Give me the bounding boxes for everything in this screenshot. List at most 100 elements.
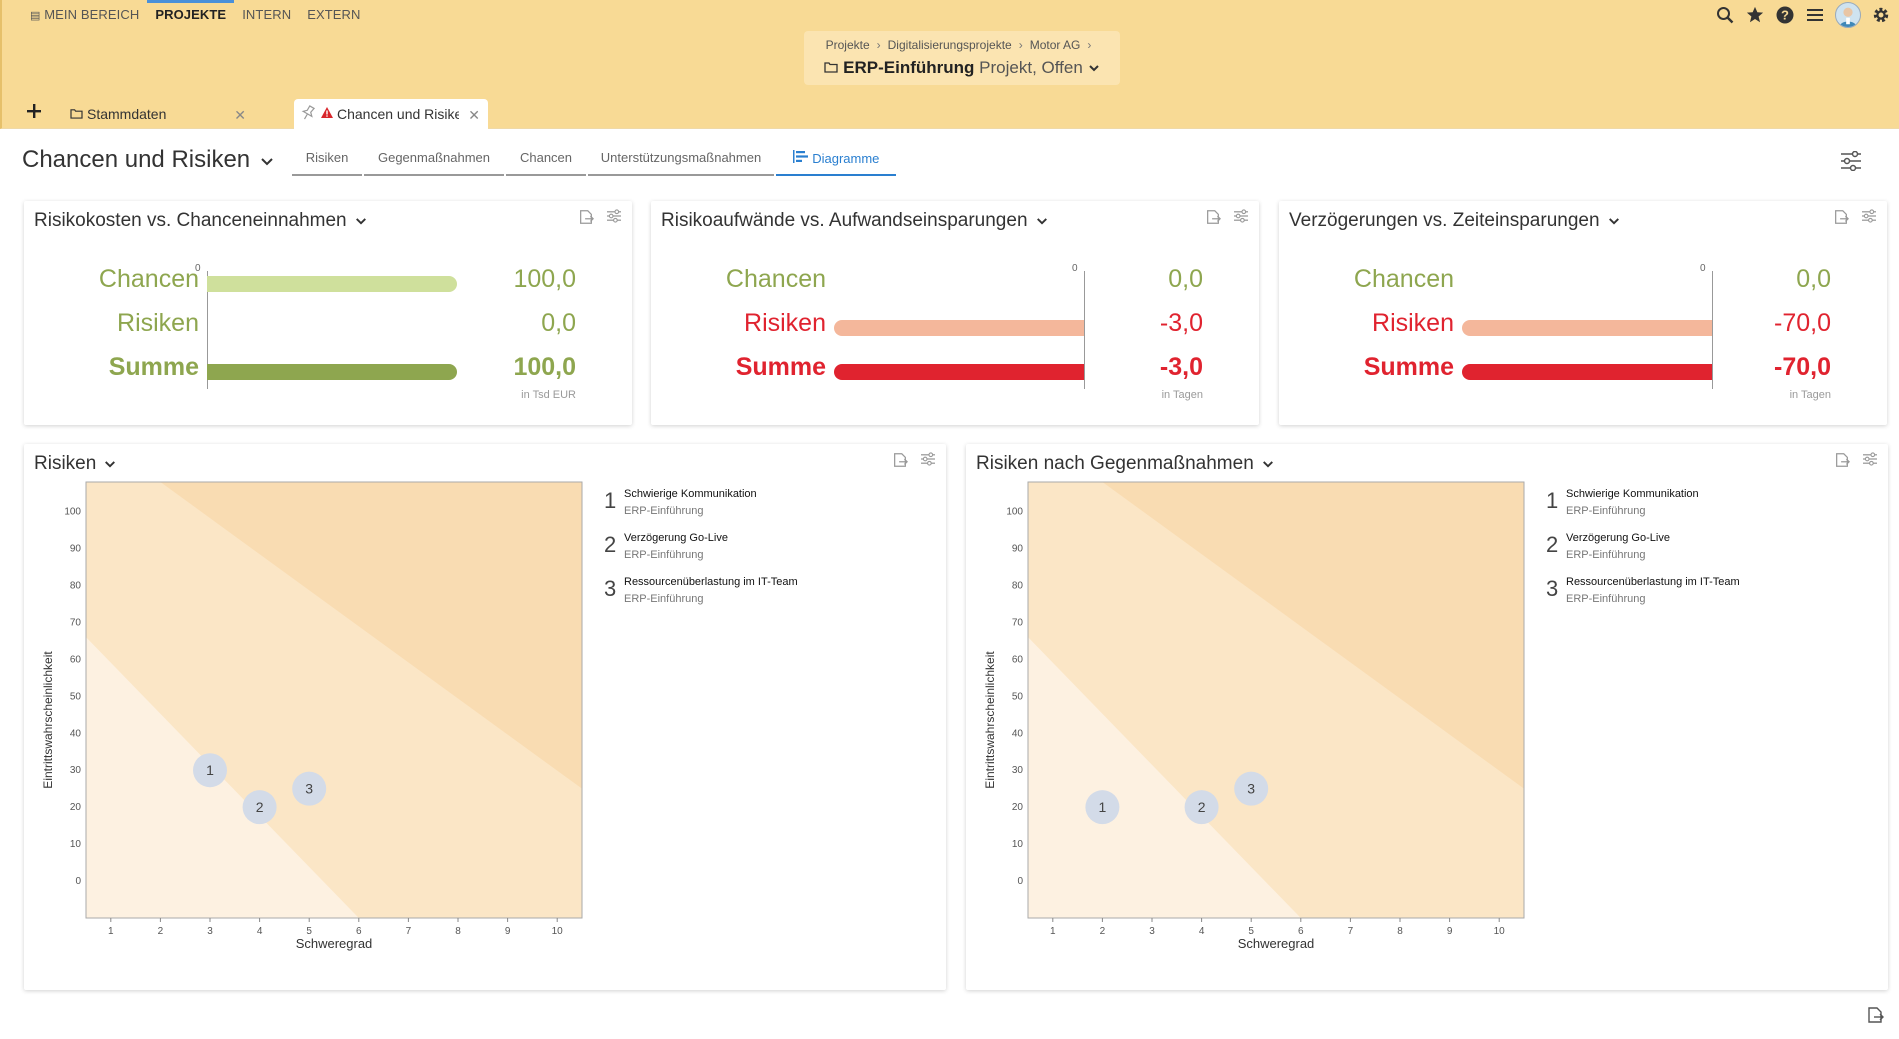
row-label: Risiken [744,309,826,337]
y-axis-label: Eintrittswahrscheinlichkeit [41,651,55,789]
risk-bubble-label: 1 [1099,799,1107,815]
menu-icon[interactable] [1805,5,1825,25]
close-icon[interactable]: ✕ [234,107,246,123]
y-tick-label: 40 [70,728,82,739]
value-bar [1462,364,1712,380]
card-title[interactable]: Risikokosten vs. Chanceneinnahmen [34,210,367,232]
nav-projekte[interactable]: PROJEKTE [147,0,235,28]
breadcrumb-item[interactable]: Projekte [825,38,870,52]
svg-text:?: ? [1781,8,1789,23]
chevron-down-icon [1608,210,1620,232]
y-tick-label: 60 [70,654,82,665]
plot-frame [85,481,583,919]
y-tick-label: 0 [75,876,81,887]
export-icon[interactable] [578,209,594,230]
subtab-chancen[interactable]: Chancen [506,150,586,176]
x-tick-label: 6 [356,926,362,937]
chevron-down-icon [1036,210,1048,232]
x-tick-label: 3 [1149,926,1155,937]
search-icon[interactable] [1715,5,1735,25]
x-tick-label: 10 [552,926,564,937]
gear-icon[interactable] [1871,5,1891,25]
subtab-diagramme[interactable]: Diagramme [776,150,896,176]
card-title[interactable]: Risiken nach Gegenmaßnahmen [976,453,1274,475]
top-bar: ▤ MEIN BEREICH PROJEKTE INTERN EXTERN ? … [0,0,1899,95]
filter-settings-icon[interactable] [1840,150,1862,176]
y-tick-label: 90 [70,544,82,555]
breadcrumb-separator: › [876,38,881,52]
risk-bubble-label: 1 [206,762,214,778]
settings-icon[interactable] [1233,209,1249,230]
legend-item[interactable]: 2 Verzögerung Go-Live ERP-Einführung [604,532,924,572]
star-icon[interactable] [1745,5,1765,25]
legend-number: 3 [1546,576,1559,601]
breadcrumb-item[interactable]: Digitalisierungsprojekte [887,38,1012,52]
legend-title: Schwierige Kommunikation [624,488,757,500]
legend-item[interactable]: 3 Ressourcenüberlastung im IT-Team ERP-Ein… [1546,576,1866,616]
settings-icon[interactable] [1861,209,1877,230]
row-label: Chancen [1353,265,1454,293]
card-title-text: Risikokosten vs. Chanceneinnahmen [34,210,347,231]
breadcrumb-item[interactable]: Motor AG [1029,38,1081,52]
export-icon[interactable] [1834,452,1850,473]
add-tab-button[interactable] [22,99,46,123]
export-icon[interactable] [1205,209,1221,230]
tab-stammdaten[interactable]: Stammdaten ✕ [64,99,254,129]
nav-extern[interactable]: EXTERN [307,7,361,22]
x-tick-label: 3 [207,926,213,937]
export-icon[interactable] [1833,209,1849,230]
y-tick-label: 70 [70,617,82,628]
nav-intern[interactable]: INTERN [242,7,292,22]
unit-label: in Tagen [1789,389,1831,401]
help-icon[interactable]: ? [1775,5,1795,25]
folder-icon [824,58,839,77]
subtab-unterstuetzungsmassnahmen[interactable]: Unterstützungsmaßnahmen [588,150,774,176]
legend-title: Verzögerung Go-Live [1566,532,1670,544]
tab-chancen-und-risiken[interactable]: Chancen und Risike ✕ [294,99,488,129]
legend-item[interactable]: 3 Ressourcenüberlastung im IT-Team ERP-Ein… [604,576,924,616]
nav-mein-bereich[interactable]: ▤ MEIN BEREICH [22,0,147,28]
export-icon[interactable] [1866,1006,1884,1029]
risk-bubble-label: 3 [305,781,313,797]
legend-item[interactable]: 2 Verzögerung Go-Live ERP-Einführung [1546,532,1866,572]
project-selector[interactable]: Projekte › Digitalisierungsprojekte › Motor … [804,31,1120,85]
folder-icon [70,106,83,122]
legend-item[interactable]: 1 Schwierige Kommunikation ERP-Einführung [1546,488,1866,528]
legend-project: ERP-Einführung [1566,505,1646,517]
x-axis-label: Schweregrad [296,936,373,951]
settings-icon[interactable] [606,209,622,230]
dashboard-icon: ▤ [30,10,41,22]
settings-icon[interactable] [1862,452,1878,473]
y-tick-label: 80 [70,580,82,591]
pin-icon[interactable] [300,104,316,124]
y-tick-label: 20 [70,802,82,813]
subtab-gegenmassnahmen[interactable]: Gegenmaßnahmen [364,150,504,176]
page-title[interactable]: Chancen und Risiken [22,146,274,174]
card-icons [1833,209,1877,230]
row-value: -3,0 [1159,353,1203,381]
close-icon[interactable]: ✕ [468,107,480,123]
avatar[interactable] [1835,2,1861,28]
y-tick-label: 50 [70,691,82,702]
card-title[interactable]: Risiken [34,453,116,475]
risk-bubble [242,790,277,825]
zero-axis-line [1084,271,1085,389]
card-icons [892,452,936,473]
legend-title: Ressourcenüberlastung im IT-Team [624,576,798,588]
card-title[interactable]: Verzögerungen vs. Zeiteinsparungen [1289,210,1620,232]
legend-item[interactable]: 1 Schwierige Kommunikation ERP-Einführung [604,488,924,528]
tab-label: Stammdaten [87,106,167,122]
row-label: Chancen [98,265,199,293]
card-title[interactable]: Risikoaufwände vs. Aufwandseinsparungen [661,210,1048,232]
risk-matrix-card: Risiken 0 10 20 30 40 50 60 70 80 90 100 1 2 3 4 5 6 7 8 9 10… [24,444,946,990]
risk-bubble [193,753,227,788]
axis-zero-label: 0 [195,263,201,274]
breadcrumb-separator: › [1087,38,1092,52]
settings-icon[interactable] [920,452,936,473]
risk-bubble [1184,790,1219,825]
subtab-risiken[interactable]: Risiken [292,150,362,176]
x-tick-label: 9 [505,926,511,937]
chevron-down-icon [1262,453,1274,475]
bar-chart-icon [792,150,809,166]
export-icon[interactable] [892,452,908,473]
